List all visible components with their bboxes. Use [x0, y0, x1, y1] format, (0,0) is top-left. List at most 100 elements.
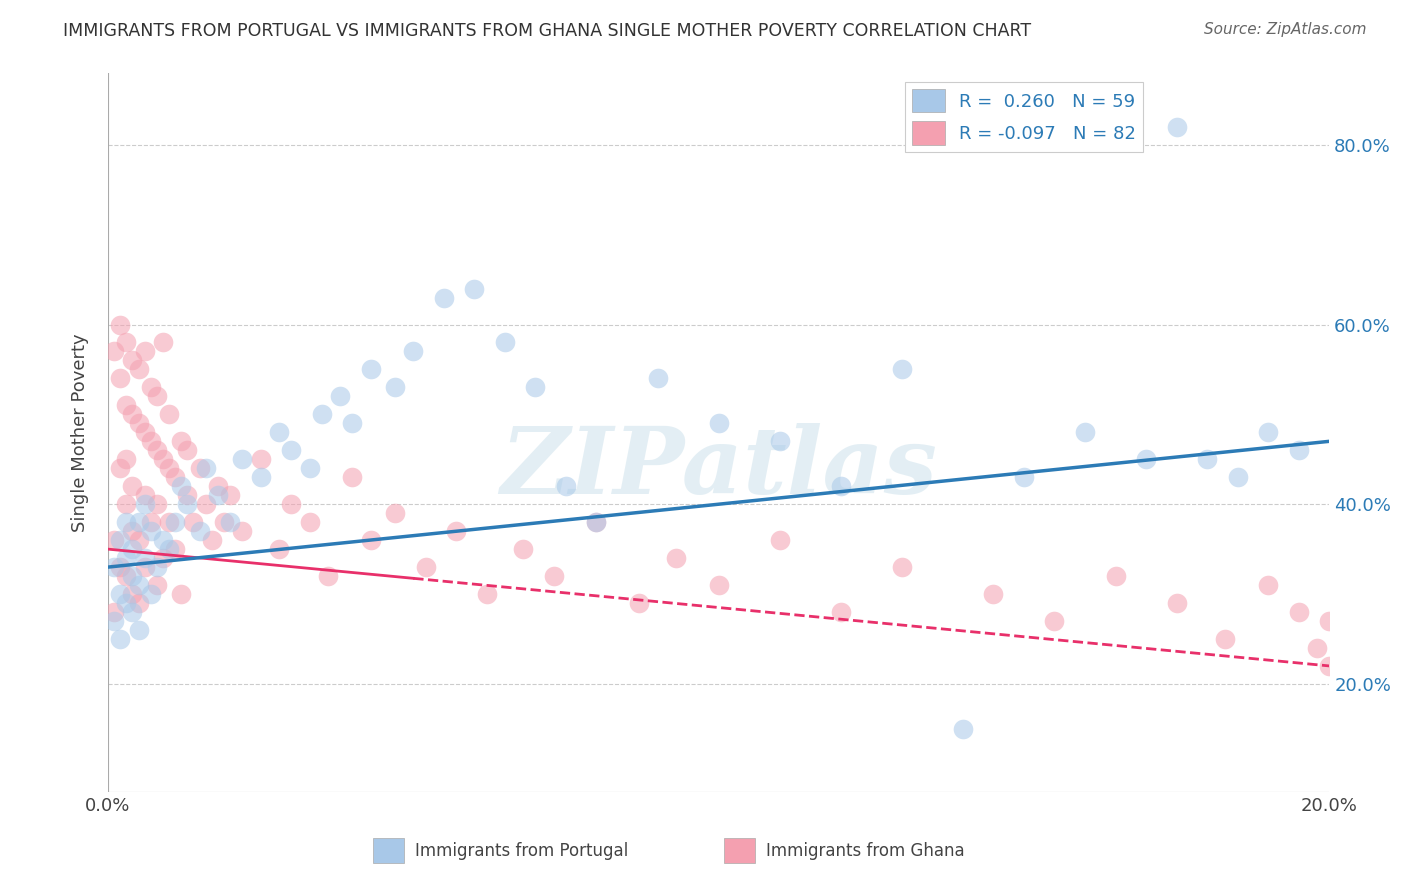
Point — [512, 542, 534, 557]
Point — [170, 479, 193, 493]
Point — [384, 506, 406, 520]
Point — [121, 408, 143, 422]
Point — [433, 291, 456, 305]
Point — [201, 533, 224, 548]
Text: ZIPatlas: ZIPatlas — [501, 424, 938, 513]
Point — [1074, 425, 1097, 440]
Point — [1226, 470, 1249, 484]
Point — [108, 533, 131, 548]
Point — [249, 452, 271, 467]
Point — [121, 569, 143, 583]
Point — [152, 533, 174, 548]
Point — [108, 632, 131, 646]
Y-axis label: Single Mother Poverty: Single Mother Poverty — [72, 333, 89, 532]
Point — [494, 335, 516, 350]
Point — [890, 362, 912, 376]
Point — [311, 408, 333, 422]
Point — [316, 569, 339, 583]
Point — [329, 389, 352, 403]
Point — [134, 344, 156, 359]
Point — [384, 380, 406, 394]
Point — [157, 515, 180, 529]
Point — [103, 533, 125, 548]
Point — [121, 524, 143, 538]
Point — [1257, 578, 1279, 592]
Point — [108, 461, 131, 475]
Point — [647, 371, 669, 385]
Point — [707, 578, 730, 592]
Point — [585, 515, 607, 529]
Point — [1306, 640, 1329, 655]
Point — [267, 542, 290, 557]
Point — [890, 560, 912, 574]
Point — [585, 515, 607, 529]
Point — [128, 515, 150, 529]
Point — [115, 515, 138, 529]
Point — [194, 461, 217, 475]
Point — [342, 470, 364, 484]
Point — [830, 605, 852, 619]
Point — [231, 452, 253, 467]
Point — [415, 560, 437, 574]
Point — [108, 371, 131, 385]
Point — [1197, 452, 1219, 467]
Legend: R =  0.260   N = 59, R = -0.097   N = 82: R = 0.260 N = 59, R = -0.097 N = 82 — [905, 82, 1143, 152]
Point — [219, 488, 242, 502]
Point — [165, 470, 187, 484]
Point — [115, 551, 138, 566]
Point — [134, 425, 156, 440]
Point — [707, 417, 730, 431]
Point — [628, 596, 651, 610]
Point — [146, 497, 169, 511]
Point — [139, 515, 162, 529]
Point — [157, 542, 180, 557]
Point — [128, 362, 150, 376]
Text: Source: ZipAtlas.com: Source: ZipAtlas.com — [1204, 22, 1367, 37]
Point — [121, 542, 143, 557]
Point — [146, 578, 169, 592]
Point — [103, 344, 125, 359]
Point — [134, 488, 156, 502]
Point — [170, 434, 193, 449]
Point — [188, 461, 211, 475]
Point — [128, 533, 150, 548]
Point — [146, 560, 169, 574]
Point — [219, 515, 242, 529]
Point — [115, 398, 138, 412]
Point — [128, 417, 150, 431]
Point — [1288, 443, 1310, 458]
Point — [1043, 614, 1066, 628]
Point — [444, 524, 467, 538]
Point — [952, 722, 974, 736]
Point — [128, 578, 150, 592]
Point — [360, 362, 382, 376]
Point — [983, 587, 1005, 601]
Point — [152, 452, 174, 467]
Point — [139, 587, 162, 601]
Point — [121, 353, 143, 368]
Point — [108, 318, 131, 332]
Point — [665, 551, 688, 566]
Point — [212, 515, 235, 529]
Text: Immigrants from Ghana: Immigrants from Ghana — [766, 842, 965, 860]
Point — [115, 335, 138, 350]
Point — [165, 542, 187, 557]
Point — [1215, 632, 1237, 646]
Point — [165, 515, 187, 529]
Text: IMMIGRANTS FROM PORTUGAL VS IMMIGRANTS FROM GHANA SINGLE MOTHER POVERTY CORRELAT: IMMIGRANTS FROM PORTUGAL VS IMMIGRANTS F… — [63, 22, 1032, 40]
Point — [115, 569, 138, 583]
Point — [152, 551, 174, 566]
Point — [463, 282, 485, 296]
Point — [152, 335, 174, 350]
Point — [298, 461, 321, 475]
Point — [267, 425, 290, 440]
Point — [543, 569, 565, 583]
Point — [1135, 452, 1157, 467]
Point — [183, 515, 205, 529]
Point — [103, 614, 125, 628]
Point — [360, 533, 382, 548]
Point — [1317, 614, 1340, 628]
Point — [176, 497, 198, 511]
Point — [1288, 605, 1310, 619]
Point — [1012, 470, 1035, 484]
